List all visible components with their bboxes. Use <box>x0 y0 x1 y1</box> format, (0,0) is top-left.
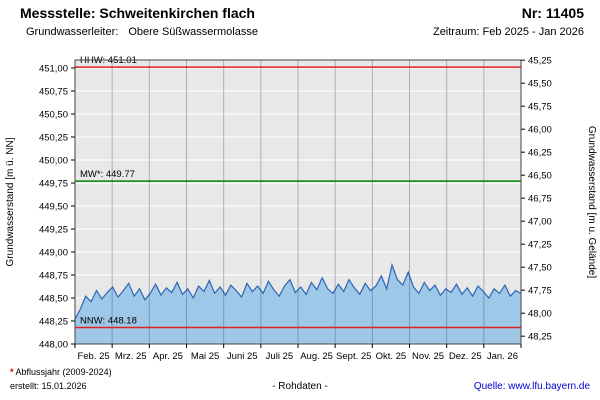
month-label: Aug. 25 <box>300 351 333 362</box>
month-label: Dez. 25 <box>449 351 482 362</box>
svg-text:450,25: 450,25 <box>39 133 68 144</box>
svg-text:450,00: 450,00 <box>39 156 68 167</box>
month-label: Jan. 26 <box>487 351 518 362</box>
aquifer-row: Grundwasserleiter: Obere Süßwassermolasse <box>26 26 258 38</box>
aquifer-value: Obere Süßwassermolasse <box>128 26 258 38</box>
svg-text:448,00: 448,00 <box>39 340 68 351</box>
vertical-gridlines <box>111 60 485 344</box>
svg-text:451,00: 451,00 <box>39 64 68 75</box>
source-link[interactable]: Quelle: www.lfu.bayern.de <box>473 381 590 392</box>
month-label: Sept. 25 <box>336 351 371 362</box>
left-axis-title: Grundwasserstand [m ü. NN] <box>5 137 16 266</box>
svg-text:448,25: 448,25 <box>39 317 68 328</box>
page-title: Messstelle: Schweitenkirchen flach <box>20 5 255 21</box>
refline-label-mw: MW*: 449.77 <box>80 169 135 180</box>
reference-lines: HHW: 451.01 MW*: 449.77 NNW: 448.18 <box>75 55 521 329</box>
svg-text:46,25: 46,25 <box>528 148 552 159</box>
groundwater-area <box>75 264 521 344</box>
svg-text:450,50: 450,50 <box>39 110 68 121</box>
created-date: erstellt: 15.01.2026 <box>10 381 87 391</box>
month-label: Mai 25 <box>191 351 220 362</box>
svg-text:48,00: 48,00 <box>528 309 552 320</box>
svg-text:46,75: 46,75 <box>528 194 552 205</box>
footnote: * Abflussjahr (2009-2024) <box>10 367 112 377</box>
month-label: Juli 25 <box>266 351 293 362</box>
right-axis: 45,25 45,50 45,75 46,00 46,25 46,50 46,75 47,00… <box>521 56 552 343</box>
left-axis: 451,00 450,75 450,50 450,25 450,00 449,75 449,… <box>39 64 75 351</box>
month-label: Mrz. 25 <box>115 351 147 362</box>
month-label: Juni 25 <box>227 351 258 362</box>
refline-label-hhw: HHW: 451.01 <box>80 55 137 66</box>
svg-text:47,50: 47,50 <box>528 263 552 274</box>
data-type-label: - Rohdaten - <box>272 381 328 392</box>
svg-text:48,25: 48,25 <box>528 332 552 343</box>
month-label: Okt. 25 <box>376 351 407 362</box>
period-label: Zeitraum: Feb 2025 - Jan 2026 <box>432 26 584 38</box>
station-number: Nr: 11405 <box>521 5 584 21</box>
svg-text:449,75: 449,75 <box>39 179 68 190</box>
refline-label-nnw: NNW: 448.18 <box>80 315 137 326</box>
month-label: Feb. 25 <box>77 351 109 362</box>
x-axis: Feb. 25 Mrz. 25 Apr. 25 Mai 25 Juni 25 Juli 2… <box>74 344 522 362</box>
footnote-asterisk: * <box>10 367 14 377</box>
footnote-text: Abflussjahr (2009-2024) <box>15 367 112 377</box>
svg-text:45,25: 45,25 <box>528 56 552 67</box>
svg-text:46,00: 46,00 <box>528 125 552 136</box>
month-label: Apr. 25 <box>153 351 183 362</box>
right-axis-title: Grundwasserstand [m u. Gelände] <box>586 126 597 279</box>
svg-text:46,50: 46,50 <box>528 171 552 182</box>
svg-text:45,50: 45,50 <box>528 79 552 90</box>
svg-text:450,75: 450,75 <box>39 87 68 98</box>
svg-text:45,75: 45,75 <box>528 102 552 113</box>
svg-text:47,75: 47,75 <box>528 286 552 297</box>
svg-text:47,25: 47,25 <box>528 240 552 251</box>
svg-text:449,50: 449,50 <box>39 202 68 213</box>
month-label: Nov. 25 <box>412 351 444 362</box>
svg-text:449,00: 449,00 <box>39 248 68 259</box>
groundwater-line <box>74 262 522 320</box>
svg-text:449,25: 449,25 <box>39 225 68 236</box>
svg-text:448,50: 448,50 <box>39 294 68 305</box>
svg-text:448,75: 448,75 <box>39 271 68 282</box>
aquifer-label: Grundwasserleiter: <box>26 26 119 38</box>
svg-text:47,00: 47,00 <box>528 217 552 228</box>
